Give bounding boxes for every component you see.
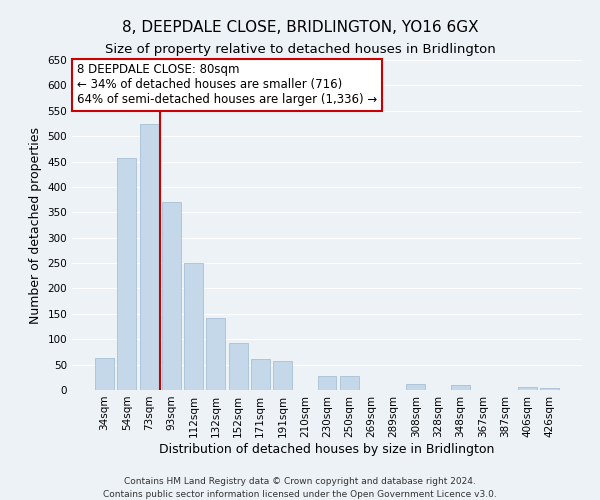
Bar <box>317 376 337 390</box>
Bar <box>451 385 470 390</box>
Text: 8, DEEPDALE CLOSE, BRIDLINGTON, YO16 6GX: 8, DEEPDALE CLOSE, BRIDLINGTON, YO16 6GX <box>122 20 478 35</box>
Bar <box>162 202 181 390</box>
X-axis label: Distribution of detached houses by size in Bridlington: Distribution of detached houses by size … <box>160 442 494 456</box>
Bar <box>540 388 559 390</box>
Bar <box>406 384 425 390</box>
Bar <box>518 388 536 390</box>
Text: Size of property relative to detached houses in Bridlington: Size of property relative to detached ho… <box>104 42 496 56</box>
Bar <box>340 376 359 390</box>
Bar <box>229 343 248 390</box>
Bar <box>273 361 292 390</box>
Bar <box>95 358 114 390</box>
Text: Contains public sector information licensed under the Open Government Licence v3: Contains public sector information licen… <box>103 490 497 499</box>
Bar <box>140 124 158 390</box>
Bar <box>184 263 203 390</box>
Text: Contains HM Land Registry data © Crown copyright and database right 2024.: Contains HM Land Registry data © Crown c… <box>124 478 476 486</box>
Y-axis label: Number of detached properties: Number of detached properties <box>29 126 42 324</box>
Bar <box>118 158 136 390</box>
Bar <box>206 318 225 390</box>
Text: 8 DEEPDALE CLOSE: 80sqm
← 34% of detached houses are smaller (716)
64% of semi-d: 8 DEEPDALE CLOSE: 80sqm ← 34% of detache… <box>77 64 377 106</box>
Bar <box>251 358 270 390</box>
